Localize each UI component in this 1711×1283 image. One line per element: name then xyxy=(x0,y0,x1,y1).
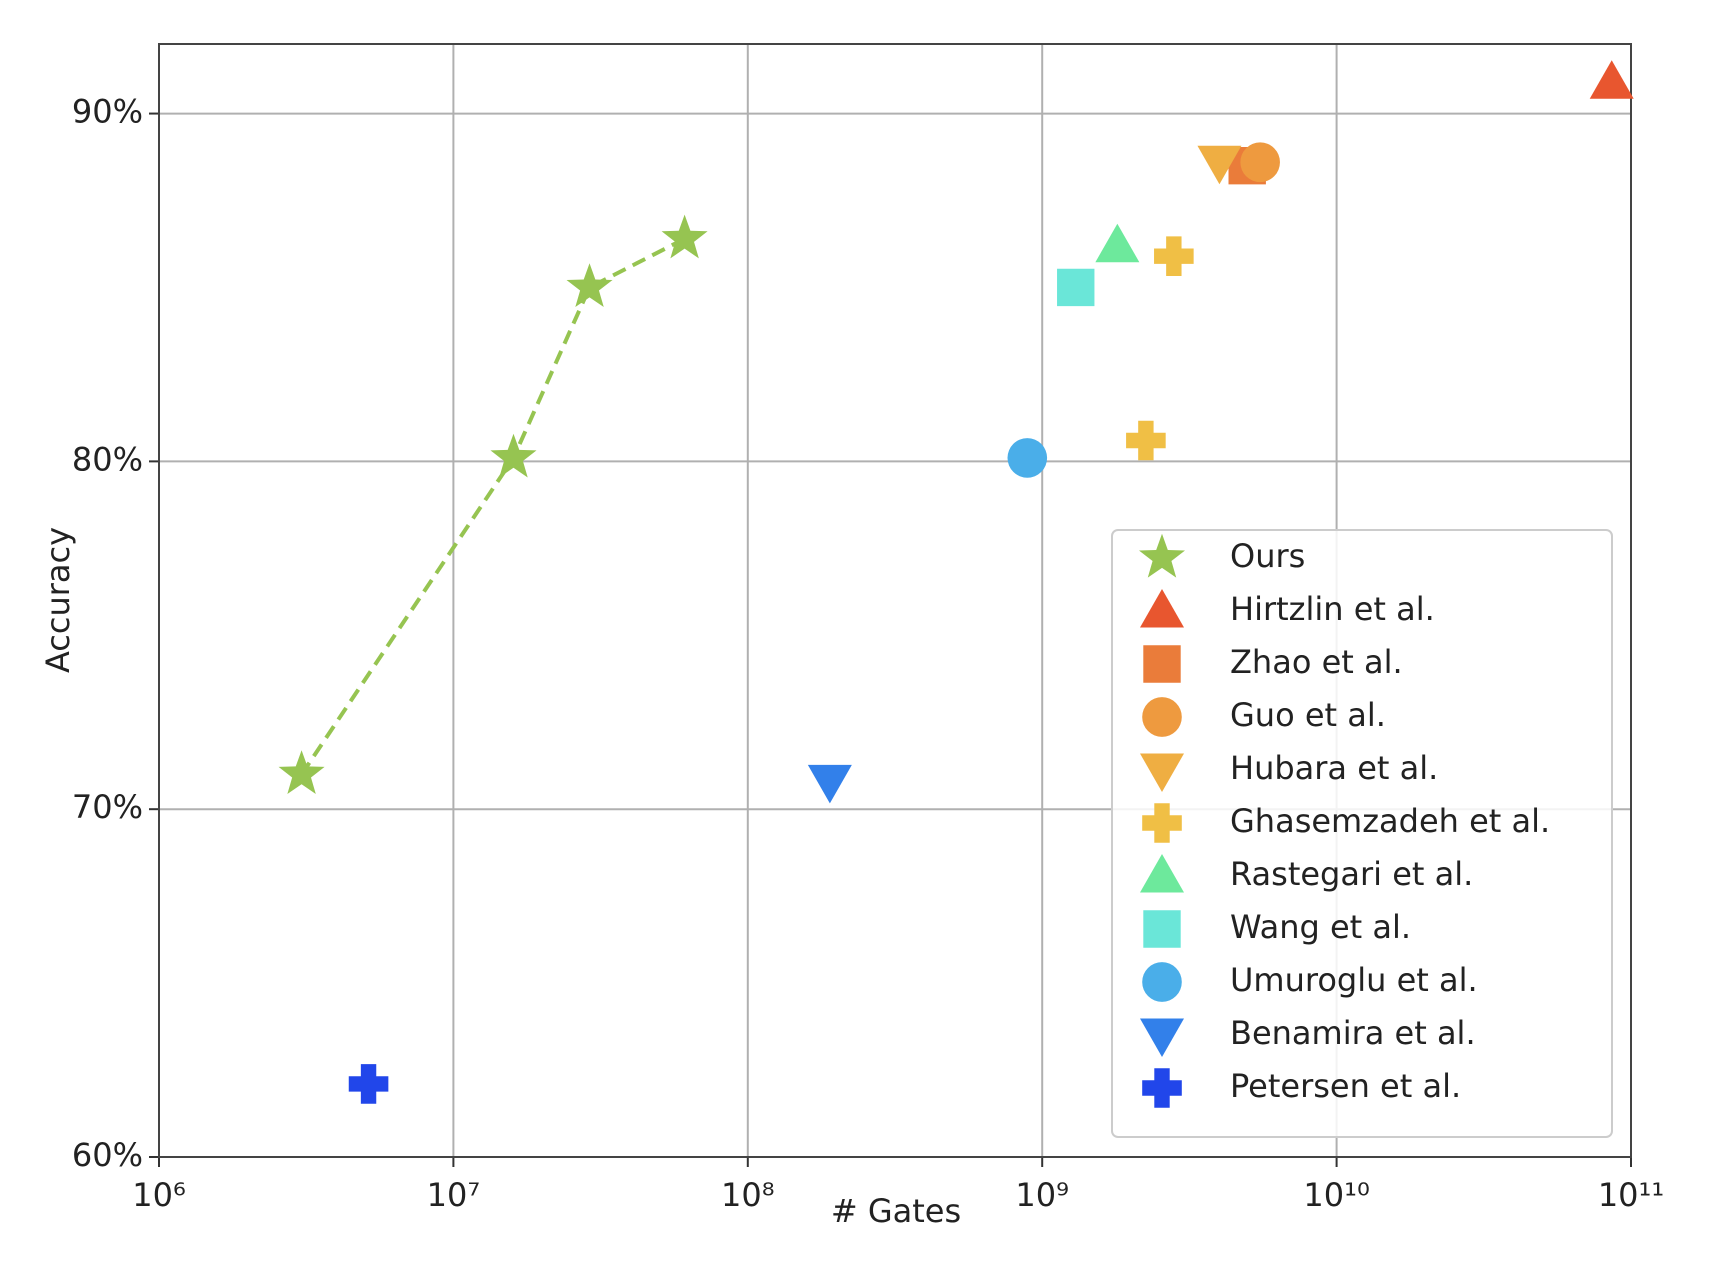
x-tick-label: 10¹¹ xyxy=(1598,1176,1664,1214)
x-tick-label: 10⁸ xyxy=(721,1176,775,1214)
x-tick-label: 10⁹ xyxy=(1015,1176,1069,1214)
marker xyxy=(1154,236,1194,276)
marker xyxy=(1007,438,1048,478)
legend-marker xyxy=(1142,697,1182,737)
legend-marker xyxy=(1140,753,1184,792)
x-axis-label: # Gates xyxy=(831,1192,961,1230)
y-tick-label: 60% xyxy=(72,1136,143,1174)
marker xyxy=(1589,60,1634,99)
legend-label: Rastegari et al. xyxy=(1230,855,1473,893)
marker xyxy=(566,263,613,308)
y-tick-label: 70% xyxy=(72,788,143,826)
marker xyxy=(1095,223,1140,263)
legend-label: Ours xyxy=(1230,537,1305,575)
marker xyxy=(1057,268,1095,307)
x-tick-label: 10⁷ xyxy=(427,1176,481,1214)
plot-frame xyxy=(158,43,1632,1158)
legend-label: Wang et al. xyxy=(1230,908,1411,946)
marker xyxy=(1197,145,1242,185)
marker xyxy=(490,433,537,478)
marker xyxy=(1126,420,1166,461)
legend-marker xyxy=(1138,533,1186,578)
legend-marker xyxy=(1142,803,1182,843)
legend-marker xyxy=(1140,589,1184,628)
marker xyxy=(348,1064,389,1104)
legend-label: Petersen et al. xyxy=(1230,1067,1461,1105)
marker xyxy=(278,750,325,794)
legend-label: Guo et al. xyxy=(1230,696,1386,734)
y-tick-label: 90% xyxy=(72,93,143,131)
legend-box xyxy=(1111,529,1613,1138)
legend-marker xyxy=(1142,962,1182,1002)
legend-marker xyxy=(1142,1068,1182,1108)
legend-marker xyxy=(1143,645,1181,683)
series-line xyxy=(299,236,686,776)
legend-label: Umuroglu et al. xyxy=(1230,961,1478,999)
legend-label: Ghasemzadeh et al. xyxy=(1230,802,1550,840)
legend-marker xyxy=(1140,854,1184,893)
legend-label: Zhao et al. xyxy=(1230,643,1403,681)
x-tick-label: 10⁶ xyxy=(132,1176,186,1214)
y-tick-label: 80% xyxy=(72,440,143,478)
legend-marker xyxy=(1143,910,1181,948)
legend-label: Hirtzlin et al. xyxy=(1230,590,1435,628)
marker xyxy=(661,214,708,259)
legend-label: Hubara et al. xyxy=(1230,749,1438,787)
marker xyxy=(807,764,852,804)
x-tick-label: 10¹⁰ xyxy=(1303,1176,1369,1214)
legend-label: Benamira et al. xyxy=(1230,1014,1476,1052)
legend-marker xyxy=(1140,1018,1184,1057)
marker xyxy=(1240,142,1280,183)
y-axis-label: Accuracy xyxy=(39,527,77,673)
